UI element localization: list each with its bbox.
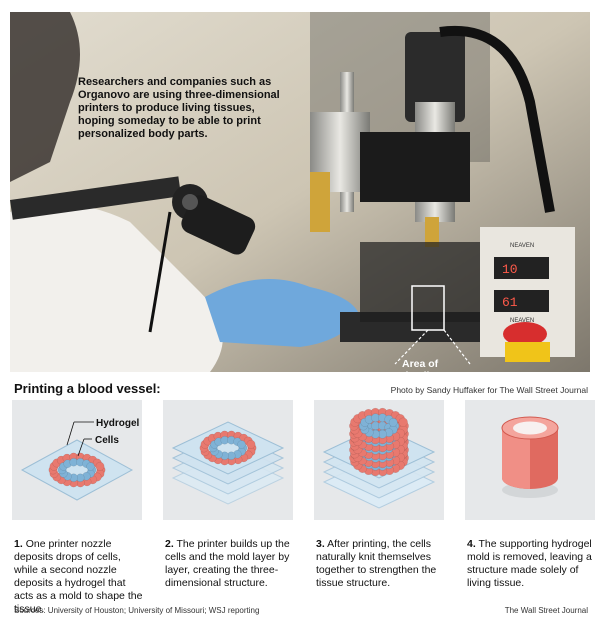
step-4-number: 4. [467,538,476,550]
step-1-desc: One printer nozzle deposits drops of cel… [14,538,143,615]
cell-blue [388,417,398,427]
step-2-text: 2. The printer builds up the cells and t… [165,538,297,590]
step-4-panel [465,400,595,520]
step-3-number: 3. [316,538,325,550]
step-3-panel [314,400,444,520]
device-label-2: NEAVEN [510,318,534,324]
step-2-number: 2. [165,538,174,550]
step-3-text: 3. After printing, the cells naturally k… [316,538,448,590]
hydrogel-label: Hydrogel [96,418,140,429]
step-1-number: 1. [14,538,23,550]
cell-ring [48,452,106,488]
step-4-text: 4. The supporting hydrogel mold is remov… [467,538,599,590]
step-3-desc: After printing, the cells naturally knit… [316,538,437,589]
section-title: Printing a blood vessel: [14,381,161,396]
step-3-diagram [322,407,436,509]
step-2-desc: The printer builds up the cells and the … [165,538,290,589]
lab-photo: 10 61 NEAVEN NEAVEN Researchers and comp… [10,12,590,372]
glove-shape [205,279,360,347]
photo-credit: Photo by Sandy Huffaker for The Wall Str… [390,385,588,395]
publisher: The Wall Street Journal [504,606,588,615]
display-2: 61 [502,295,518,310]
step-2-diagram [171,421,285,505]
display-1: 10 [502,262,518,277]
area-label: Area of detail, below [402,358,439,372]
cell-ring [199,430,257,466]
step-1-text: 1. One printer nozzle deposits drops of … [14,538,146,616]
printer-illustration: 10 61 NEAVEN NEAVEN [10,12,590,372]
cells-label: Cells [95,435,119,446]
cell-red [246,439,256,449]
cell-red [398,417,408,427]
photo-caption: Researchers and companies such as Organo… [78,76,280,140]
cell-blue [86,462,95,471]
step-2-panel [163,400,293,520]
sources: Sources: University of Houston; Universi… [14,606,260,615]
step-1-panel: Hydrogel Cells [12,400,142,520]
step-4-desc: The supporting hydrogel mold is removed,… [467,538,592,589]
cell-stack [349,407,409,477]
device-label-1: NEAVEN [510,243,534,249]
step-4-diagram [501,416,559,498]
cell-red [95,461,105,471]
cell-blue [237,440,246,449]
step-1-diagram: Hydrogel Cells [20,418,140,501]
